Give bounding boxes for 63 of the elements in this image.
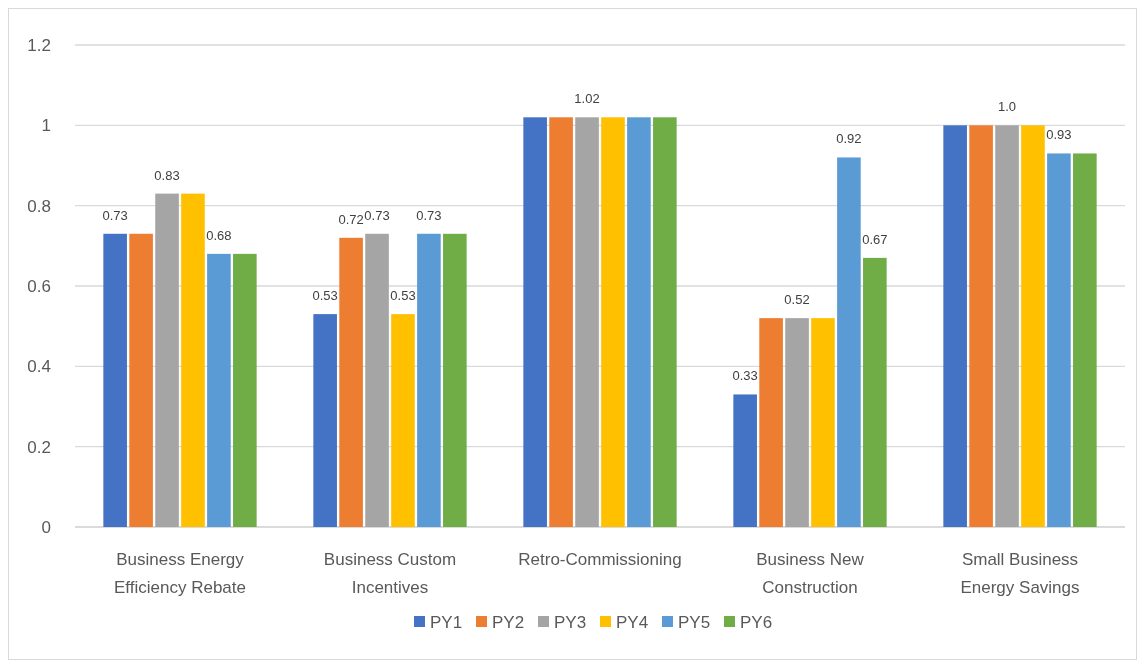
legend-label: PY4 xyxy=(616,612,649,632)
x-tick-label: Business Energy Efficiency Rebate xyxy=(114,550,246,597)
bar xyxy=(837,157,861,527)
y-tick-label: 0.8 xyxy=(27,196,51,216)
legend-label: PY1 xyxy=(430,612,463,632)
legend-label: PY6 xyxy=(740,612,773,632)
data-label: 1.0 xyxy=(997,99,1017,115)
bar xyxy=(785,318,809,527)
data-label: 0.73 xyxy=(102,207,128,223)
data-label: 0.93 xyxy=(1046,127,1072,143)
y-tick-label: 0.4 xyxy=(27,357,51,377)
y-tick-label: 1 xyxy=(41,116,51,136)
data-label: 0.52 xyxy=(784,292,810,308)
legend-label: PY5 xyxy=(678,612,711,632)
x-tick-label: Business Custom Incentives xyxy=(323,550,457,597)
bar xyxy=(1021,125,1045,527)
data-label: 0.33 xyxy=(732,368,758,384)
bar xyxy=(1073,153,1097,527)
bar xyxy=(549,117,573,527)
bar xyxy=(969,125,993,527)
data-label: 0.83 xyxy=(154,167,180,183)
y-tick-label: 1.2 xyxy=(27,35,51,55)
legend-label: PY2 xyxy=(492,612,525,632)
bar xyxy=(627,117,651,527)
y-tick-label: 0 xyxy=(41,517,51,537)
data-label: 0.53 xyxy=(390,288,416,304)
y-tick-label: 0.2 xyxy=(27,437,51,457)
x-tick-label: Small Business Energy Savings xyxy=(960,550,1080,597)
bar xyxy=(759,318,783,527)
data-label: 0.73 xyxy=(416,207,442,223)
bar xyxy=(417,233,441,527)
bar xyxy=(313,314,337,527)
y-tick-label: 0.6 xyxy=(27,276,51,296)
bar xyxy=(1047,153,1071,527)
bar xyxy=(129,233,153,527)
bar xyxy=(155,193,179,527)
bar xyxy=(523,117,547,527)
bar xyxy=(339,237,363,527)
legend-label: PY3 xyxy=(554,612,587,632)
x-tick-label: Business New Construction xyxy=(756,550,865,597)
data-label: 0.53 xyxy=(312,288,338,304)
bar xyxy=(601,117,625,527)
bar xyxy=(995,125,1019,527)
x-tick-label: Retro-Commissioning xyxy=(518,550,682,569)
bar xyxy=(733,394,757,527)
bar xyxy=(365,233,389,527)
data-label: 0.92 xyxy=(836,131,862,147)
data-label: 0.67 xyxy=(862,231,888,247)
bar xyxy=(811,318,835,527)
data-label: 0.73 xyxy=(364,207,390,223)
bar xyxy=(181,193,205,527)
bar xyxy=(233,253,257,527)
bar xyxy=(443,233,467,527)
data-label: 1.02 xyxy=(574,91,600,107)
bar xyxy=(863,257,887,527)
bar xyxy=(207,253,231,527)
data-label: 0.72 xyxy=(338,211,364,227)
data-label: 0.68 xyxy=(206,227,232,243)
bar xyxy=(575,117,599,527)
bar xyxy=(943,125,967,527)
bar xyxy=(653,117,677,527)
bar xyxy=(391,314,415,527)
bar xyxy=(103,233,127,527)
